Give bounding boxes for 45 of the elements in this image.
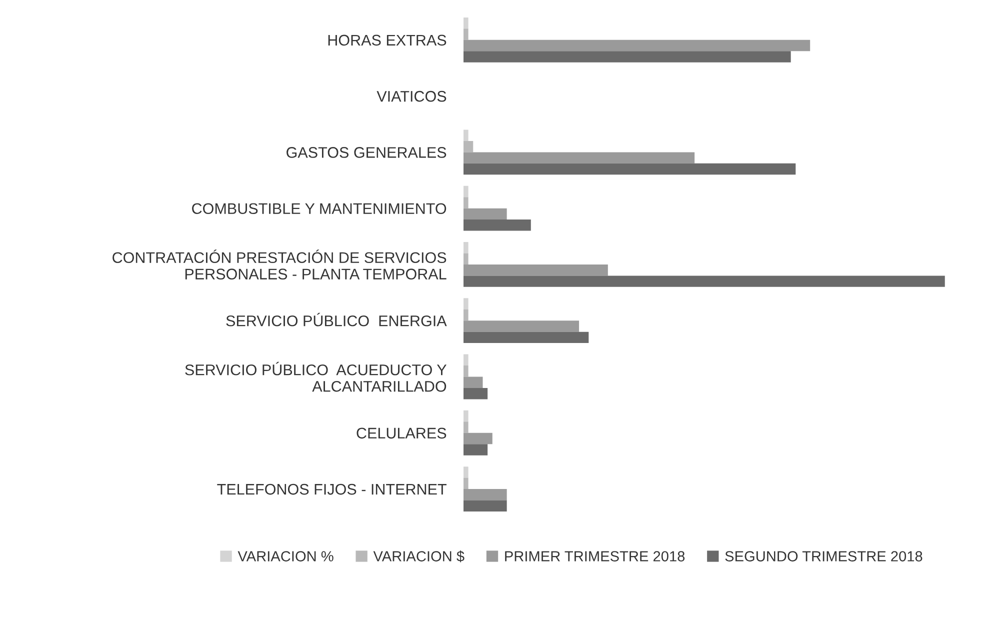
bar [464,388,488,400]
bar [464,253,468,264]
y-tick-label: TELEFONOS FIJOS - INTERNET [217,484,446,495]
bar [464,51,791,62]
bar [464,197,468,208]
bar [464,28,468,40]
legend-label: PRIMER TRIMESTRE 2018 [505,551,685,562]
bar [464,276,945,287]
bar [464,220,531,231]
bar [464,366,468,377]
bar [464,432,492,444]
y-tick-label: SERVICIO PÚBLICO ENERGIA [226,312,447,326]
bar [464,208,507,220]
y-tick-label: GASTOS GENERALES [286,147,446,158]
bar [464,410,468,422]
bar [464,140,474,152]
bar [464,152,695,164]
bar [464,320,580,332]
bar [464,264,608,276]
bar [464,242,468,254]
bar [464,332,589,344]
y-tick-label: VIATICOS [376,90,446,102]
y-tick-label: SERVICIO PÚBLICO ACUEDUCTO Y ALCANTARILLADO [185,362,446,392]
y-tick-label: CELULARES [356,428,446,439]
bar [464,40,810,52]
bar [464,376,483,388]
bar [464,466,468,478]
bar [464,489,507,500]
legend-label: VARIACION $ [373,550,464,562]
bar [464,130,468,141]
bar [464,309,468,321]
bar [464,163,796,175]
bar [464,478,468,490]
bar [464,298,468,310]
y-tick-label: CONTRATACIÓN PRESTACIÓN DE SERVICIOS PERSONALES - PLANTA TEMPORAL [112,250,446,280]
legend-label: SEGUNDO TRIMESTRE 2018 [725,551,922,562]
bar [464,186,468,198]
bar [464,17,468,29]
legend-label: VARIACION % [238,551,334,562]
bar [464,444,488,456]
bar [464,422,468,433]
bar [464,500,507,512]
bar [464,354,468,366]
y-tick-label: HORAS EXTRAS [328,34,446,46]
y-tick-label: COMBUSTIBLE Y MANTENIMIENTO [192,203,446,214]
